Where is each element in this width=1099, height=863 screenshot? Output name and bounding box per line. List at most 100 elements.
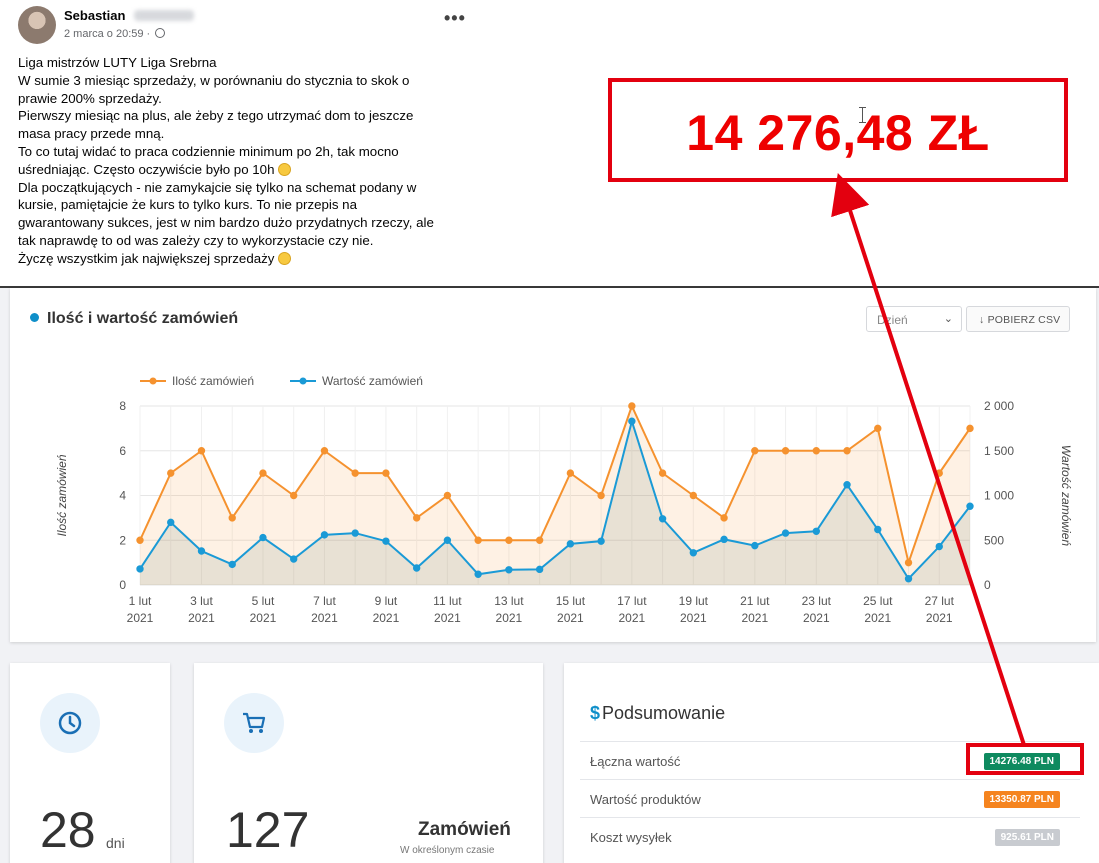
data-point bbox=[351, 529, 359, 537]
data-point bbox=[505, 536, 513, 544]
data-point bbox=[535, 536, 544, 544]
data-point bbox=[935, 469, 943, 477]
y-axis-title-left: Ilość zamówień bbox=[55, 454, 69, 536]
data-point bbox=[382, 469, 390, 477]
x-tick-label: 7 lut bbox=[313, 594, 336, 608]
series-area bbox=[140, 421, 970, 585]
data-point bbox=[474, 570, 482, 578]
data-point bbox=[474, 536, 482, 544]
shopping-cart-icon bbox=[243, 712, 266, 733]
series-line bbox=[139, 417, 971, 581]
x-tick-year: 2021 bbox=[864, 611, 891, 625]
y-tick-left: 0 bbox=[119, 578, 126, 592]
data-point bbox=[566, 469, 575, 477]
post-author[interactable]: Sebastian bbox=[64, 8, 126, 23]
data-point bbox=[597, 491, 605, 500]
summary-row-total: Łączna wartość 14276.48 PLN bbox=[580, 741, 1080, 779]
data-point bbox=[843, 481, 851, 489]
data-point bbox=[197, 547, 206, 555]
post-line: Życzę wszystkim jak największej sprzedaż… bbox=[18, 250, 488, 268]
days-card: 28 dni bbox=[10, 663, 170, 863]
y-tick-left: 6 bbox=[119, 444, 126, 458]
clock-icon bbox=[58, 711, 82, 735]
post-line: prawie 200% sprzedaży. bbox=[18, 90, 162, 106]
x-tick-label: 19 lut bbox=[679, 594, 709, 608]
post-line: gwarantowany sukces, jest w nim bardzo d… bbox=[18, 215, 434, 231]
data-point bbox=[320, 447, 329, 455]
smile-emoji-icon bbox=[278, 162, 292, 176]
avatar[interactable] bbox=[18, 6, 56, 44]
y-tick-right: 0 bbox=[984, 578, 991, 592]
data-point bbox=[781, 529, 790, 537]
x-tick-label: 13 lut bbox=[494, 594, 524, 608]
ellipsis-icon[interactable]: ••• bbox=[444, 8, 466, 28]
y-tick-left: 4 bbox=[119, 489, 126, 503]
globe-icon bbox=[155, 28, 166, 38]
data-point bbox=[935, 542, 943, 551]
smile-emoji-icon bbox=[278, 251, 292, 265]
data-point bbox=[720, 535, 728, 544]
data-point bbox=[228, 514, 236, 522]
y-tick-left: 2 bbox=[119, 533, 126, 547]
data-point bbox=[197, 447, 206, 455]
summary-title: $ Podsumowanie bbox=[590, 703, 726, 723]
post-date[interactable]: 2 marca o 20:59 · bbox=[64, 28, 166, 40]
data-point bbox=[167, 518, 175, 527]
x-tick-year: 2021 bbox=[803, 611, 830, 625]
x-tick-label: 5 lut bbox=[252, 594, 275, 608]
x-tick-label: 21 lut bbox=[740, 594, 770, 608]
x-tick-year: 2021 bbox=[557, 611, 584, 625]
x-tick-label: 27 lut bbox=[925, 594, 955, 608]
x-tick-year: 2021 bbox=[926, 611, 953, 625]
cart-icon-circle bbox=[224, 693, 284, 753]
data-point bbox=[751, 541, 759, 550]
orders-chart-card: Ilość i wartość zamówień Dzień ⌄ ↓ POBIE… bbox=[10, 288, 1096, 642]
data-point bbox=[904, 558, 913, 567]
total-value-badge: 14276.48 PLN bbox=[983, 753, 1060, 770]
data-point bbox=[290, 555, 298, 563]
x-tick-label: 15 lut bbox=[556, 594, 586, 608]
x-tick-label: 17 lut bbox=[617, 594, 647, 608]
data-point bbox=[228, 560, 236, 569]
orders-card: 127 Zamówień W określonym czasie bbox=[194, 663, 543, 863]
data-point bbox=[658, 469, 667, 477]
legend-marker bbox=[149, 377, 157, 385]
data-point bbox=[874, 424, 882, 433]
data-point bbox=[720, 514, 728, 522]
data-point bbox=[689, 491, 698, 500]
x-tick-year: 2021 bbox=[434, 611, 461, 625]
y-tick-right: 500 bbox=[984, 533, 1004, 547]
text-cursor-icon bbox=[859, 107, 866, 123]
post-line: Pierwszy miesiąc na plus, ale żeby z teg… bbox=[18, 108, 414, 124]
data-point bbox=[320, 531, 329, 539]
data-point bbox=[628, 417, 636, 425]
data-point bbox=[966, 424, 974, 433]
post-line: Liga mistrzów LUTY Liga Srebrna bbox=[18, 55, 217, 70]
summary-row-label: Łączna wartość bbox=[590, 754, 681, 769]
data-point bbox=[566, 540, 575, 548]
data-point bbox=[658, 515, 667, 523]
post-line: Dla początkujących - nie zamykajcie się … bbox=[18, 179, 417, 195]
legend-label: Ilość zamówień bbox=[172, 374, 254, 388]
data-point bbox=[136, 536, 144, 544]
data-point bbox=[412, 514, 421, 522]
data-point bbox=[904, 575, 913, 583]
x-tick-year: 2021 bbox=[373, 611, 400, 625]
y-axis-title-right: Wartość zamówień bbox=[1059, 445, 1073, 546]
summary-row-shipping: Koszt wysyłek 925.61 PLN bbox=[580, 817, 1080, 855]
chart-title: Ilość i wartość zamówień bbox=[30, 310, 238, 328]
screenshot-divider bbox=[0, 286, 1099, 288]
post-line: tak naprawdę to od was zależy czy to wyk… bbox=[18, 232, 374, 248]
title-dot-icon bbox=[30, 313, 39, 322]
data-point bbox=[812, 527, 820, 536]
clock-icon-circle bbox=[40, 693, 100, 753]
x-tick-label: 9 lut bbox=[375, 594, 398, 608]
data-point bbox=[597, 537, 605, 545]
orders-value: 127 bbox=[226, 802, 310, 858]
blurred-surname bbox=[134, 10, 194, 21]
y-tick-left: 8 bbox=[119, 399, 126, 413]
data-point bbox=[290, 491, 298, 500]
x-tick-year: 2021 bbox=[311, 611, 338, 625]
x-tick-year: 2021 bbox=[496, 611, 523, 625]
x-tick-label: 11 lut bbox=[433, 594, 462, 608]
